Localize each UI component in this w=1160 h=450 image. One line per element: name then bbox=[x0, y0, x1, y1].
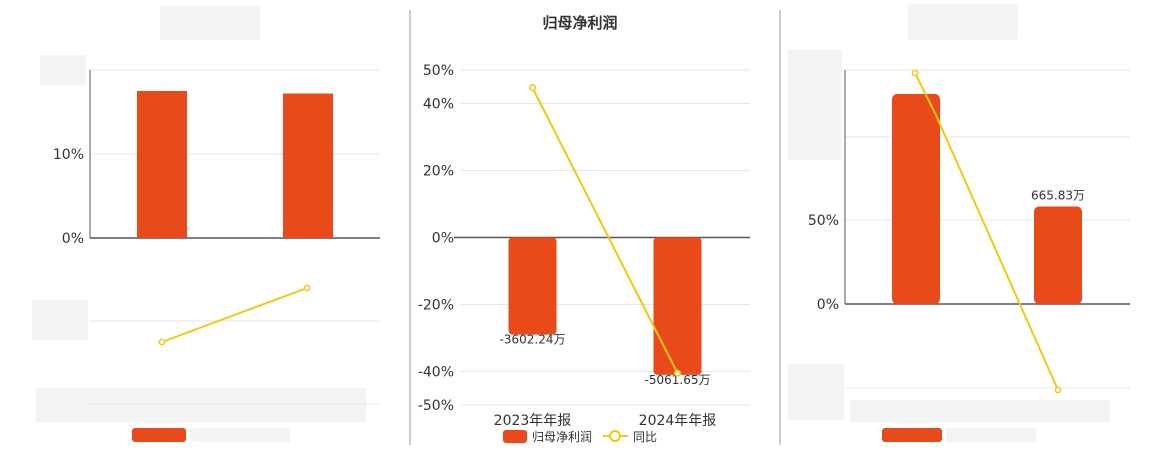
legend-bar-swatch bbox=[882, 428, 942, 442]
blurred-tick bbox=[36, 388, 366, 422]
y-tick-label: 40% bbox=[423, 97, 454, 113]
legend-bar-label: 归母净利润 bbox=[532, 430, 592, 444]
bar-data-label: -5061.65万 bbox=[645, 373, 711, 387]
blurred-legend-text bbox=[190, 428, 290, 442]
chart-middle-panel: 归母净利润 50% 40% 20% 0% -20% -40% -50% -3602.24万 20… bbox=[418, 14, 750, 444]
y-tick-label: -20% bbox=[418, 298, 454, 314]
chart-right-panel: 50% 0% 665.83万 bbox=[788, 4, 1130, 442]
blurred-tick bbox=[40, 55, 86, 85]
legend: 归母净利润 同比 bbox=[503, 430, 657, 444]
bar bbox=[653, 237, 702, 375]
line-point bbox=[1054, 386, 1062, 394]
y-tick-label: 0% bbox=[62, 231, 84, 247]
y-tick-label: 0% bbox=[817, 297, 839, 313]
chart-left-panel: 10% 0% bbox=[32, 6, 380, 442]
bar bbox=[508, 237, 557, 335]
line-point bbox=[303, 284, 311, 292]
y-tick-label: -40% bbox=[418, 365, 454, 381]
x-tick-label: 2023年年报 bbox=[494, 413, 572, 429]
blurred-tick bbox=[788, 364, 844, 420]
y-tick-label: 0% bbox=[432, 231, 454, 247]
line-series bbox=[914, 72, 1059, 391]
legend-line-label: 同比 bbox=[633, 430, 657, 444]
line-series-yoy bbox=[531, 87, 679, 374]
chart-title: 归母净利润 bbox=[542, 14, 617, 32]
blurred-legend-text bbox=[946, 428, 1036, 442]
y-tick-label: 50% bbox=[423, 63, 454, 79]
line-point bbox=[528, 84, 537, 92]
blurred-title bbox=[160, 6, 260, 40]
legend-line-marker bbox=[609, 430, 621, 442]
legend-bar-swatch bbox=[132, 428, 186, 442]
blurred-tick bbox=[788, 50, 842, 160]
bar bbox=[892, 94, 940, 304]
bar bbox=[283, 93, 333, 239]
bar-data-label: -3602.24万 bbox=[500, 333, 566, 347]
y-tick-label: 10% bbox=[53, 147, 84, 163]
line-series bbox=[161, 287, 308, 343]
x-tick-label: 2024年年报 bbox=[639, 413, 717, 429]
legend-bar-swatch bbox=[503, 430, 527, 443]
y-tick-label: 20% bbox=[423, 164, 454, 180]
line-point bbox=[911, 69, 919, 77]
blurred-tick bbox=[32, 300, 88, 340]
line-point bbox=[673, 369, 682, 377]
y-tick-label: 50% bbox=[808, 213, 839, 229]
bar-data-label: 665.83万 bbox=[1031, 189, 1085, 203]
line-point bbox=[158, 338, 166, 346]
bar bbox=[1034, 206, 1082, 304]
blurred-tick bbox=[850, 400, 1110, 422]
bar bbox=[137, 91, 187, 238]
blurred-title bbox=[908, 4, 1018, 40]
y-tick-label: -50% bbox=[418, 398, 454, 414]
